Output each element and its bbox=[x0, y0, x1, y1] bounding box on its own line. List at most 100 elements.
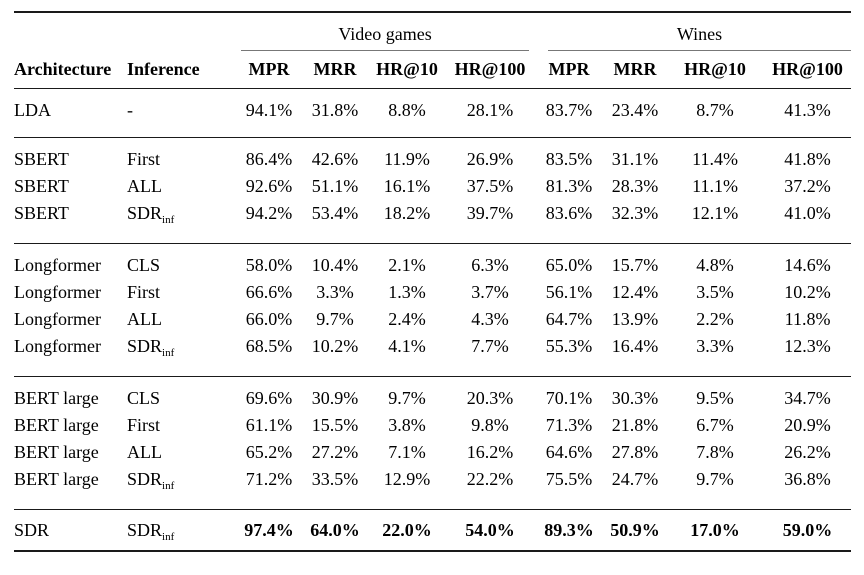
table-row: SDR SDRinf 97.4% 64.0% 22.0% 54.0% 89.3% 50.9% 1… bbox=[14, 509, 852, 551]
cell-metric-value: 14.6% bbox=[764, 243, 852, 279]
header-wines-mrr: MRR bbox=[604, 51, 667, 89]
cell-metric-value: 11.8% bbox=[784, 309, 831, 329]
inference-subscript: inf bbox=[162, 480, 175, 492]
table-row: SBERT ALL 92.6% 51.1% 16.1% 37.5% 81.3% 28.3% 11… bbox=[14, 173, 851, 200]
inference-label: ALL bbox=[127, 176, 162, 196]
cell-inference: ALL bbox=[127, 439, 236, 466]
cell-metric-value: 22.2% bbox=[466, 469, 514, 489]
cell-metric-value: 89.3% bbox=[534, 509, 605, 551]
cell-metric-value: 6.7% bbox=[696, 415, 734, 435]
group-header-row: Video games Wines bbox=[14, 12, 852, 51]
cell-metric-value: 12.3% bbox=[784, 336, 831, 356]
cell-metric-value: 81.3% bbox=[545, 176, 593, 196]
cell-metric-value: 58.0% bbox=[236, 243, 302, 279]
cell-metric-value: 8.8% bbox=[388, 100, 426, 120]
cell-metric-value: 12.4% bbox=[611, 282, 659, 302]
cell-metric-value: 55.3% bbox=[545, 336, 593, 356]
cell-inference: CLS bbox=[127, 243, 236, 279]
cell-inference: ALL bbox=[127, 173, 236, 200]
header-inference: Inference bbox=[127, 51, 236, 89]
cell-metric-value: 68.5% bbox=[245, 336, 293, 356]
cell-architecture: Longformer bbox=[14, 243, 127, 279]
cell-metric-value: 12.1% bbox=[691, 203, 739, 223]
cell-metric-value: 9.7% bbox=[368, 376, 446, 412]
header-wines-hr10: HR@10 bbox=[666, 51, 765, 89]
cell-metric-value: 51.1% bbox=[311, 176, 359, 196]
inference-label: SDR bbox=[127, 336, 163, 356]
header-wines-hr100: HR@100 bbox=[764, 51, 852, 89]
cell-architecture: BERT large bbox=[14, 415, 99, 435]
inference-label: - bbox=[127, 100, 133, 120]
cell-metric-value: 33.5% bbox=[311, 469, 359, 489]
cell-inference: SDRinf bbox=[127, 333, 236, 377]
group-label-video-games: Video games bbox=[338, 24, 432, 44]
cell-metric-value: 9.8% bbox=[471, 415, 509, 435]
header-wines-mpr: MPR bbox=[534, 51, 605, 89]
cell-metric-value: 75.5% bbox=[545, 469, 593, 489]
cell-metric-value: 15.5% bbox=[311, 415, 359, 435]
cell-metric-value: 83.7% bbox=[545, 100, 593, 120]
inference-label: First bbox=[127, 282, 161, 302]
cell-metric-value: 56.1% bbox=[545, 282, 593, 302]
inference-subscript: inf bbox=[162, 214, 175, 226]
cell-metric-value: 7.8% bbox=[696, 442, 734, 462]
cell-metric-value: 7.7% bbox=[471, 336, 509, 356]
inference-subscript: inf bbox=[162, 347, 175, 359]
wines-cmidrule: Wines bbox=[548, 13, 852, 51]
cell-metric-value: 41.3% bbox=[784, 100, 831, 120]
cell-architecture: SDR bbox=[14, 509, 127, 551]
cell-metric-value: 53.4% bbox=[311, 203, 359, 223]
cell-metric-value: 17.0% bbox=[666, 509, 765, 551]
cell-metric-value: 34.7% bbox=[764, 376, 852, 412]
cell-metric-value: 8.7% bbox=[696, 100, 734, 120]
cell-metric-value: 2.1% bbox=[368, 243, 446, 279]
cell-metric-value: 66.6% bbox=[245, 282, 293, 302]
cell-metric-value: 26.2% bbox=[784, 442, 831, 462]
table-row: BERT large ALL 65.2% 27.2% 7.1% 16.2% 64.6% 27.… bbox=[14, 439, 851, 466]
cell-metric-value: 20.9% bbox=[784, 415, 831, 435]
header-games-hr100: HR@100 bbox=[446, 51, 535, 89]
cell-metric-value: 9.7% bbox=[696, 469, 734, 489]
cell-metric-value: 30.3% bbox=[604, 376, 667, 412]
table-row: SBERT First 86.4% 42.6% 11.9% 26.9% 83.5% 31.1%… bbox=[14, 137, 852, 173]
table-row-group: SDR SDRinf 97.4% 64.0% 22.0% 54.0% 89.3% 50.9% 1… bbox=[14, 509, 852, 551]
cell-metric-value: 65.2% bbox=[245, 442, 293, 462]
cell-metric-value: 10.4% bbox=[302, 243, 368, 279]
cell-metric-value: 54.0% bbox=[446, 509, 535, 551]
cell-inference: CLS bbox=[127, 376, 236, 412]
inference-label: ALL bbox=[127, 442, 162, 462]
cell-metric-value: 69.6% bbox=[236, 376, 302, 412]
cell-architecture: BERT large bbox=[14, 469, 99, 489]
cell-metric-value: 42.6% bbox=[302, 137, 368, 173]
cell-metric-value: 94.1% bbox=[245, 100, 293, 120]
cell-metric-value: 7.1% bbox=[388, 442, 426, 462]
cell-metric-value: 18.2% bbox=[383, 203, 431, 223]
cell-metric-value: 27.8% bbox=[611, 442, 659, 462]
results-table: Video games Wines Architecture Inference… bbox=[14, 11, 852, 552]
cell-architecture: BERT large bbox=[14, 442, 99, 462]
cell-metric-value: 9.7% bbox=[316, 309, 354, 329]
cell-metric-value: 10.2% bbox=[311, 336, 359, 356]
cell-metric-value: 4.3% bbox=[471, 309, 509, 329]
cell-inference: First bbox=[127, 279, 236, 306]
cell-inference: SDRinf bbox=[127, 200, 236, 244]
cell-metric-value: 15.7% bbox=[604, 243, 667, 279]
cell-metric-value: 13.9% bbox=[611, 309, 659, 329]
cell-metric-value: 92.6% bbox=[245, 176, 293, 196]
group-header-spacer bbox=[14, 12, 236, 51]
cell-metric-value: 59.0% bbox=[764, 509, 852, 551]
cell-metric-value: 4.8% bbox=[666, 243, 765, 279]
inference-label: CLS bbox=[127, 388, 161, 408]
header-games-hr10: HR@10 bbox=[368, 51, 446, 89]
cell-metric-value: 6.3% bbox=[446, 243, 535, 279]
cell-metric-value: 22.0% bbox=[368, 509, 446, 551]
cell-metric-value: 65.0% bbox=[534, 243, 605, 279]
cell-metric-value: 1.3% bbox=[388, 282, 426, 302]
cell-metric-value: 31.1% bbox=[604, 137, 667, 173]
table-row-group: Longformer CLS 58.0% 10.4% 2.1% 6.3% 65.0% 15.7… bbox=[14, 243, 852, 377]
table-row: BERT large CLS 69.6% 30.9% 9.7% 20.3% 70.1% 30.… bbox=[14, 376, 852, 412]
cell-metric-value: 27.2% bbox=[311, 442, 359, 462]
cell-metric-value: 16.1% bbox=[383, 176, 431, 196]
cell-metric-value: 2.2% bbox=[696, 309, 734, 329]
